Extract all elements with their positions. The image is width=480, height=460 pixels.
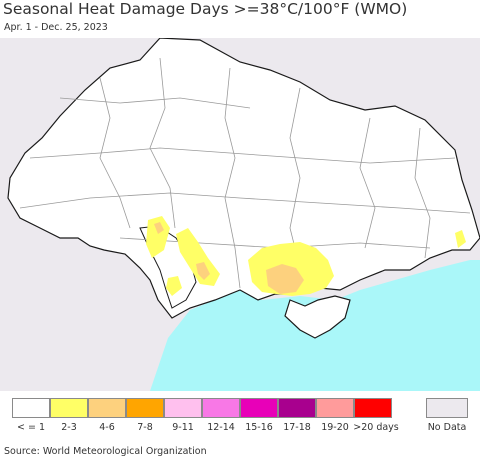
legend-swatch-5 bbox=[202, 398, 240, 418]
legend-label-9: >20 days bbox=[353, 422, 399, 433]
legend-swatch-9 bbox=[354, 398, 392, 418]
legend-swatch-1 bbox=[50, 398, 88, 418]
legend: < = 1 2-3 4-6 7-8 9-11 12-14 15-16 17-18… bbox=[12, 398, 472, 434]
legend-swatch-no-data bbox=[426, 398, 468, 418]
legend-swatch-7 bbox=[278, 398, 316, 418]
map-canvas bbox=[0, 38, 480, 391]
legend-label-0: < = 1 bbox=[16, 422, 45, 433]
legend-swatch-3 bbox=[126, 398, 164, 418]
map-subtitle: Apr. 1 - Dec. 25, 2023 bbox=[4, 22, 108, 33]
legend-label-3: 7-8 bbox=[137, 422, 153, 433]
legend-swatch-6 bbox=[240, 398, 278, 418]
legend-label-8: 19-20 bbox=[321, 422, 349, 433]
legend-label-4: 9-11 bbox=[172, 422, 194, 433]
legend-label-5: 12-14 bbox=[207, 422, 235, 433]
crimea-land bbox=[284, 295, 351, 339]
legend-swatch-0 bbox=[12, 398, 50, 418]
country-land bbox=[7, 38, 480, 319]
map-title: Seasonal Heat Damage Days >=38°C/100°F (… bbox=[3, 0, 408, 18]
legend-label-6: 15-16 bbox=[245, 422, 273, 433]
legend-swatch-2 bbox=[88, 398, 126, 418]
legend-label-no-data: No Data bbox=[427, 422, 467, 433]
legend-swatch-8 bbox=[316, 398, 354, 418]
region-borders bbox=[19, 57, 471, 289]
legend-label-7: 17-18 bbox=[283, 422, 311, 433]
legend-label-1: 2-3 bbox=[61, 422, 77, 433]
legend-swatch-4 bbox=[164, 398, 202, 418]
heat-zones-4-6 bbox=[154, 222, 304, 294]
legend-label-2: 4-6 bbox=[99, 422, 115, 433]
source-credit: Source: World Meteorological Organizatio… bbox=[4, 446, 207, 457]
